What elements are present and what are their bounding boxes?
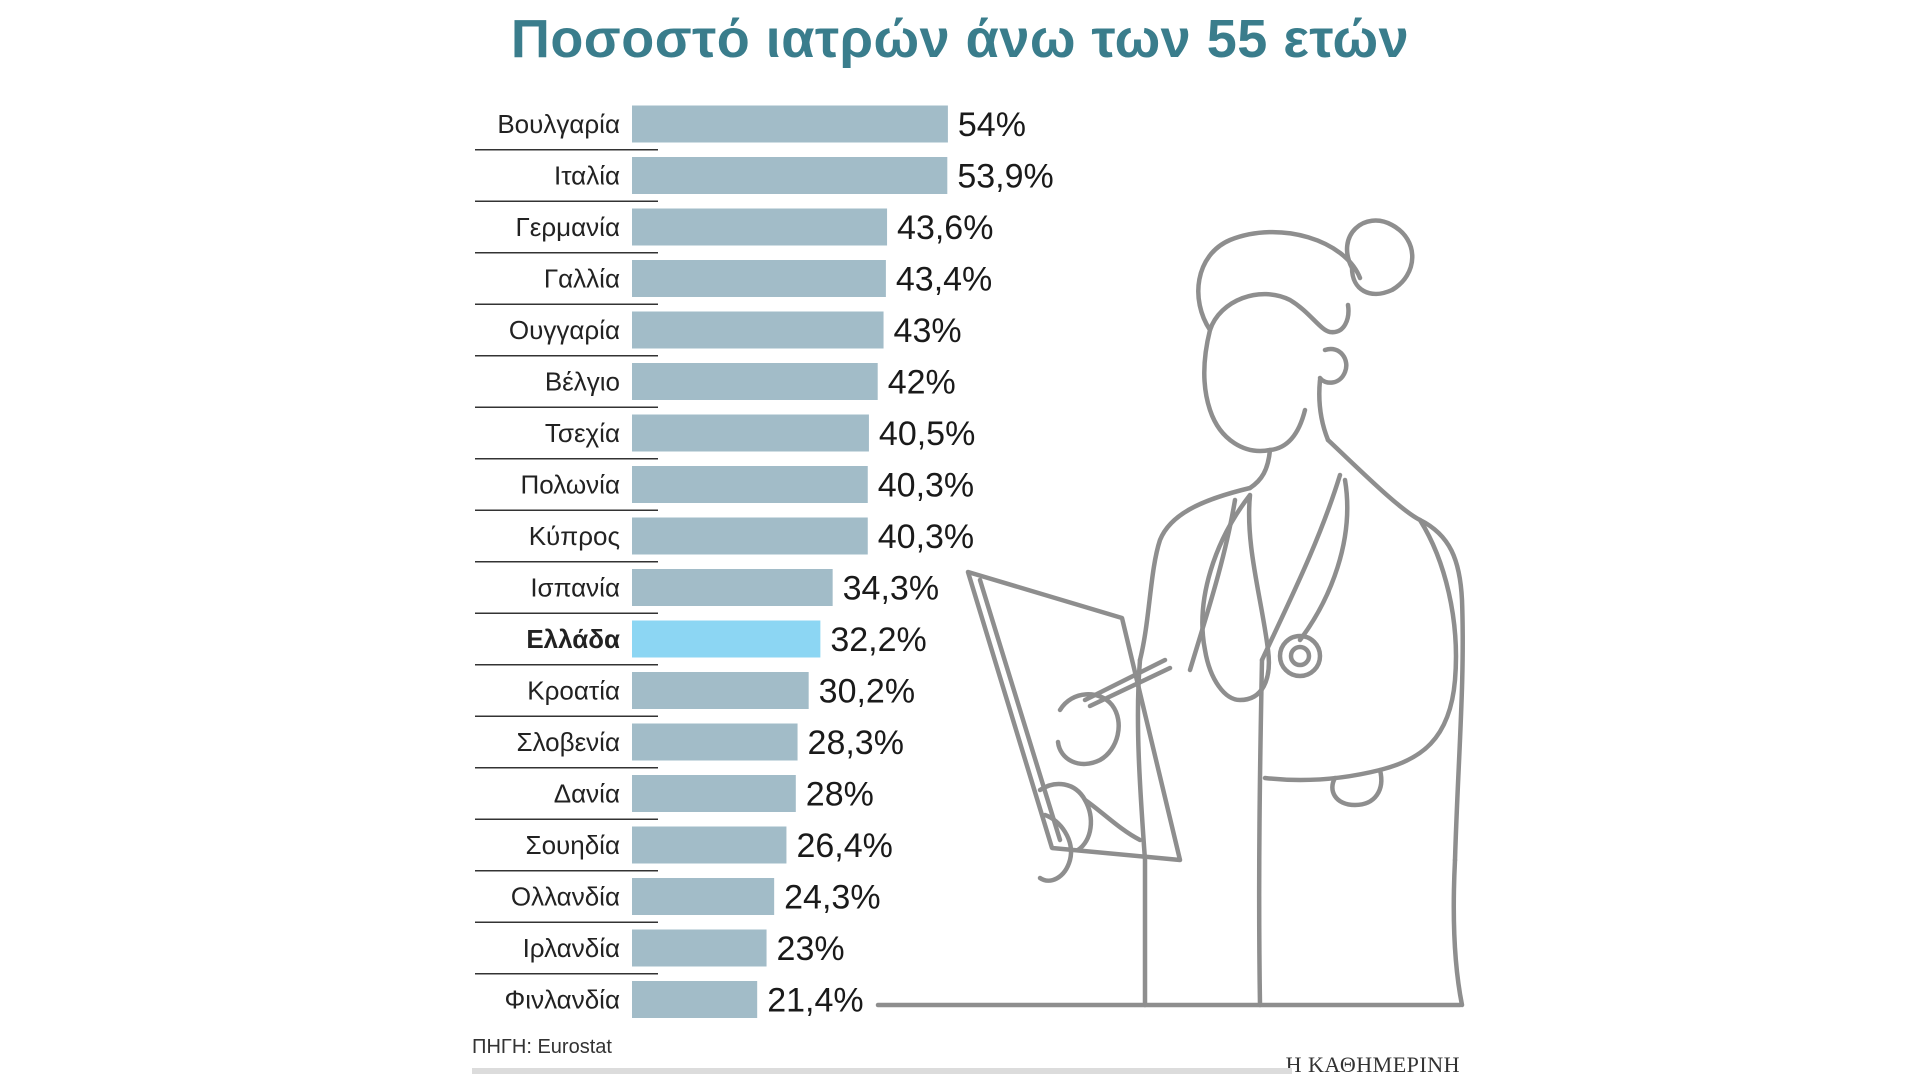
category-label: Ουγγαρία [509,315,620,345]
footer-rule [472,1068,1292,1074]
value-label: 26,4% [796,827,892,865]
bar-8 [632,517,868,555]
value-label: 28% [806,776,874,814]
doctor-line-art-icon [875,218,1465,1008]
category-label: Βέλγιο [545,367,620,397]
value-label: 23% [777,930,845,968]
value-label: 30,2% [819,673,915,711]
category-label: Ολλανδία [511,882,620,912]
category-label: Ιταλία [554,161,620,191]
bar-17 [632,981,758,1018]
category-label: Σλοβενία [517,727,621,757]
value-label: 21,4% [767,982,863,1020]
bar-7 [632,466,868,503]
value-label: 28,3% [808,724,904,762]
value-label: 32,2% [830,621,926,659]
source-note: ΠΗΓΗ: Eurostat [472,1036,612,1058]
bar-6 [632,414,869,452]
bar-3 [632,260,886,297]
value-label: 40,3% [878,518,974,556]
category-label: Ελλάδα [526,624,620,654]
value-label: 53,9% [957,158,1053,196]
value-label: 43% [894,312,962,350]
value-label: 24,3% [784,879,880,917]
value-label: 42% [888,364,956,402]
category-label: Κύπρος [529,521,620,551]
category-label: Ιρλανδία [523,933,620,963]
publisher-logo: Η ΚΑΘΗΜΕΡΙΝΗ [1285,1052,1460,1077]
category-label: Φινλανδία [505,985,620,1015]
category-label: Δανία [554,779,620,809]
category-label: Ισπανία [530,573,620,603]
category-label: Γερμανία [515,212,620,242]
value-label: 40,3% [878,467,974,505]
category-label: Γαλλία [544,264,620,294]
bar-16 [632,929,767,967]
bar-11 [632,672,809,709]
bar-14 [632,826,787,864]
bar-1 [632,157,948,194]
value-label: 34,3% [843,570,939,608]
bar-4 [632,311,884,349]
bar-2 [632,208,888,246]
bars-layer: Βουλγαρία 54% Ιταλία 53,9% Γερμανία 43,6% Γαλλ… [475,105,1054,1020]
category-label: Πολωνία [521,470,620,500]
category-label: Σουηδία [526,830,621,860]
value-label: 43,6% [897,209,993,247]
bar-15 [632,878,775,915]
bar-5 [632,363,878,400]
bar-9 [632,569,833,606]
category-label: Βουλγαρία [497,109,620,139]
chart-title: Ποσοστό ιατρών άνω των 55 ετών [510,9,1410,69]
bar-0 [632,105,948,143]
category-label: Κροατία [527,676,620,706]
value-label: 54% [958,106,1026,144]
bar-12 [632,723,798,761]
value-label: 40,5% [879,415,975,453]
bar-10 [632,620,821,658]
category-label: Τσεχία [545,418,620,448]
value-label: 43,4% [896,261,992,299]
bar-13 [632,775,796,812]
